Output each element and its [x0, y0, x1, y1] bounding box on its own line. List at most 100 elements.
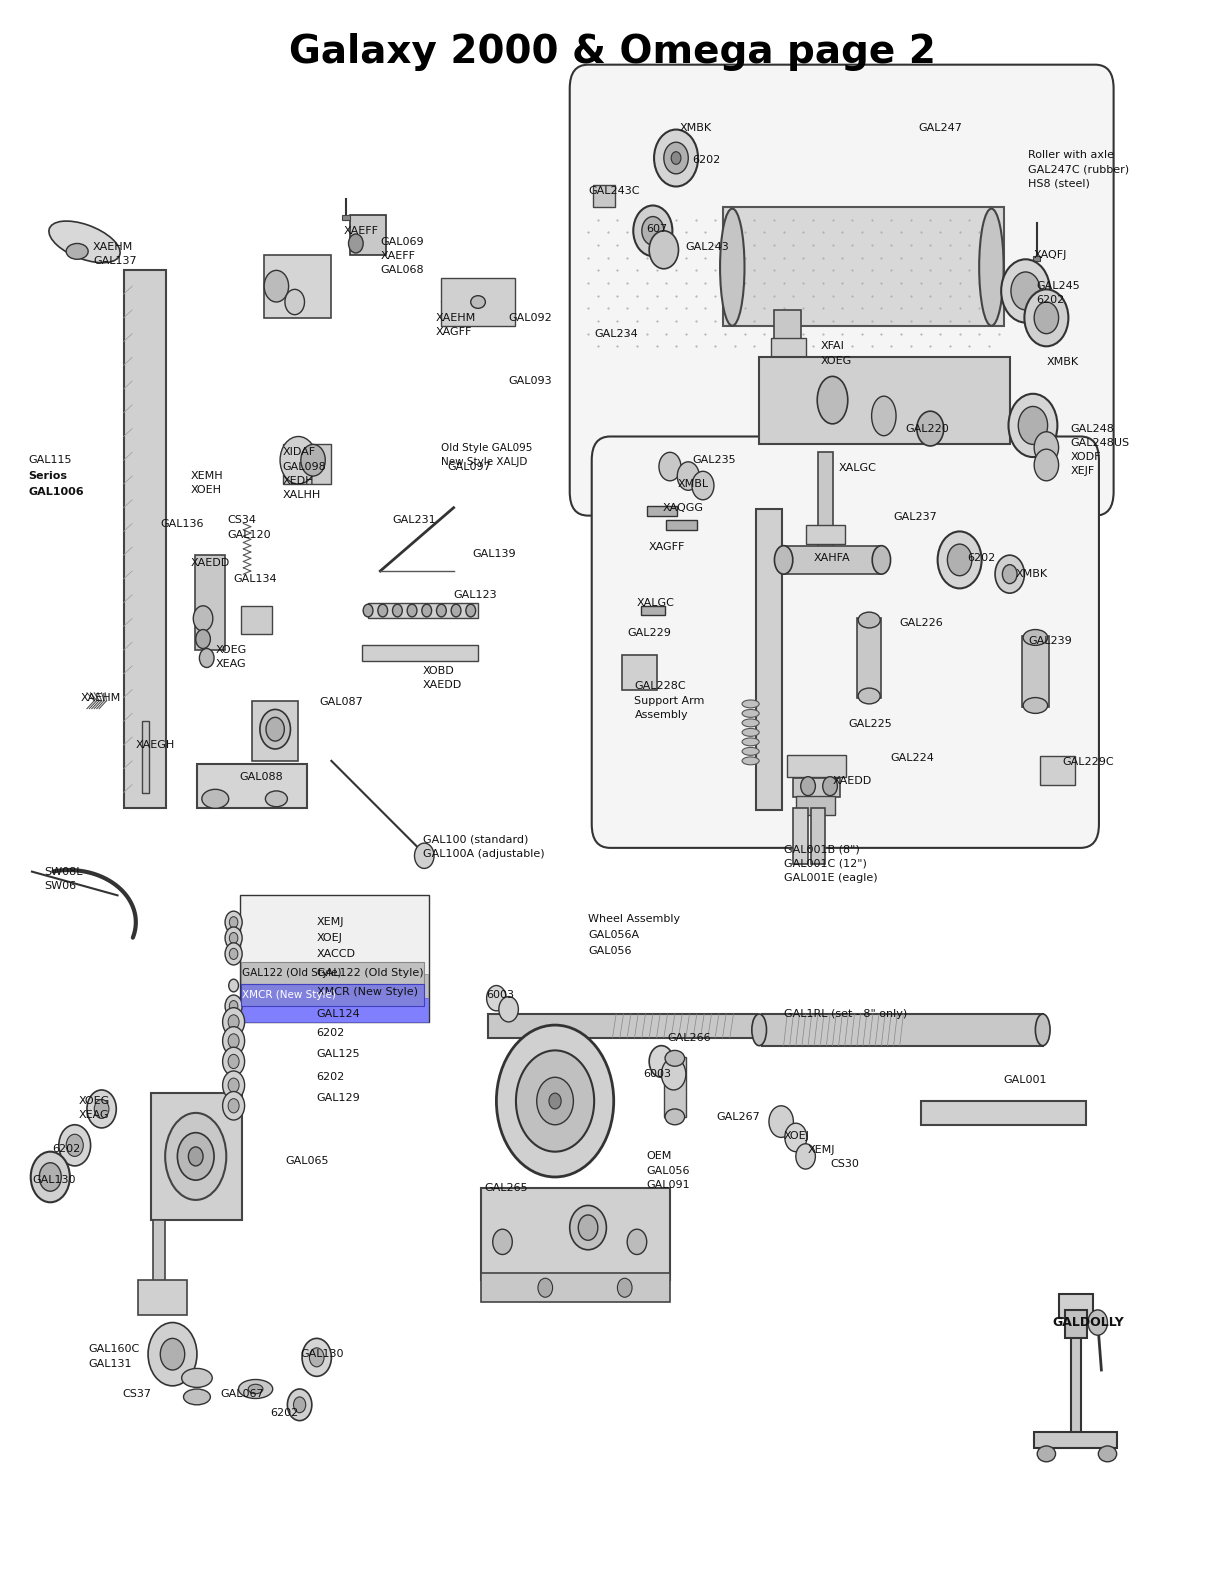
Text: XFAI: XFAI [821, 341, 844, 352]
Text: GAL243C: GAL243C [588, 187, 639, 197]
Circle shape [310, 1347, 325, 1366]
Circle shape [649, 231, 679, 269]
Text: XEJF: XEJF [1071, 466, 1095, 477]
Circle shape [223, 1092, 245, 1121]
Text: GAL001E (eagle): GAL001E (eagle) [784, 873, 877, 883]
Ellipse shape [181, 1368, 212, 1387]
Text: SW08L: SW08L [44, 867, 82, 877]
Text: XEMH: XEMH [191, 471, 223, 482]
Text: XAEFF: XAEFF [343, 225, 379, 236]
Bar [811, 808, 826, 864]
Ellipse shape [872, 545, 891, 574]
Ellipse shape [578, 1216, 598, 1241]
Circle shape [228, 1033, 239, 1048]
Circle shape [288, 1388, 312, 1420]
Bar [241, 605, 272, 634]
Circle shape [200, 648, 214, 667]
Circle shape [228, 1098, 239, 1113]
Ellipse shape [742, 701, 760, 708]
Ellipse shape [266, 718, 284, 742]
Ellipse shape [184, 1388, 211, 1404]
Circle shape [229, 932, 238, 943]
Text: GAL237: GAL237 [893, 512, 937, 521]
Bar [772, 339, 806, 366]
Bar [796, 796, 835, 815]
Circle shape [223, 1027, 245, 1056]
Bar [488, 1014, 757, 1038]
Circle shape [654, 130, 698, 187]
Text: GAL247: GAL247 [918, 124, 962, 133]
Circle shape [1034, 449, 1058, 480]
Bar [252, 701, 299, 761]
Circle shape [1088, 1309, 1107, 1335]
Ellipse shape [665, 1110, 685, 1125]
Text: XEAG: XEAG [78, 1110, 109, 1121]
Bar [858, 618, 882, 697]
Text: XAHFA: XAHFA [815, 553, 851, 563]
Text: GAL234: GAL234 [594, 328, 638, 339]
Text: XAQGG: XAQGG [663, 502, 703, 512]
Circle shape [671, 152, 681, 165]
Text: GAL134: GAL134 [234, 574, 277, 583]
Bar [343, 216, 349, 220]
Text: GAL001B (8"): GAL001B (8") [784, 845, 860, 854]
Ellipse shape [189, 1148, 203, 1167]
Circle shape [229, 948, 238, 959]
Text: GAL100 (standard): GAL100 (standard) [423, 835, 528, 845]
Circle shape [39, 1163, 61, 1192]
Ellipse shape [742, 748, 760, 756]
Text: XOEG: XOEG [78, 1097, 110, 1106]
Ellipse shape [1035, 1014, 1050, 1046]
Text: GAL100A (adjustable): GAL100A (adjustable) [423, 850, 545, 859]
Circle shape [617, 1278, 632, 1297]
Text: XMBL: XMBL [677, 479, 708, 488]
Text: XAEDD: XAEDD [833, 777, 872, 786]
Text: GAL224: GAL224 [889, 753, 933, 762]
Circle shape [229, 980, 239, 992]
Bar [794, 808, 809, 864]
Ellipse shape [817, 376, 848, 423]
Bar [1058, 1293, 1093, 1317]
Ellipse shape [49, 220, 120, 263]
Text: Roller with axle: Roller with axle [1028, 151, 1114, 160]
Text: OEM: OEM [647, 1151, 673, 1162]
Bar [480, 1273, 670, 1301]
Text: XOEJ: XOEJ [317, 934, 343, 943]
Circle shape [785, 1124, 807, 1152]
FancyBboxPatch shape [570, 65, 1114, 515]
Circle shape [66, 1135, 83, 1157]
Text: XOEG: XOEG [216, 645, 246, 655]
Text: GAL088: GAL088 [240, 772, 283, 781]
Circle shape [1001, 260, 1050, 323]
Text: 6003: 6003 [643, 1070, 671, 1079]
Circle shape [87, 1090, 116, 1129]
Bar [195, 555, 225, 650]
Bar [666, 520, 697, 529]
Text: HS8 (steel): HS8 (steel) [1028, 179, 1090, 189]
Bar [818, 452, 833, 555]
Bar [241, 975, 428, 999]
Ellipse shape [774, 545, 793, 574]
Ellipse shape [872, 396, 895, 436]
Text: XALGC: XALGC [839, 463, 876, 474]
Ellipse shape [916, 411, 943, 445]
Ellipse shape [470, 296, 485, 309]
Bar [723, 208, 1003, 327]
Circle shape [801, 777, 816, 796]
Circle shape [486, 986, 506, 1011]
Text: 607: 607 [647, 223, 668, 235]
Text: XAEGH: XAEGH [136, 740, 175, 750]
Text: GAL228C: GAL228C [635, 682, 686, 691]
Circle shape [769, 1106, 794, 1138]
Text: GAL137: GAL137 [93, 255, 137, 266]
Text: XAEDD: XAEDD [191, 558, 230, 567]
Text: XEDH: XEDH [283, 476, 314, 485]
Text: GALDOLLY: GALDOLLY [1052, 1316, 1125, 1330]
Text: GAL129: GAL129 [317, 1094, 360, 1103]
Text: GAL239: GAL239 [1028, 636, 1072, 645]
Text: XAEHM: XAEHM [93, 241, 134, 252]
Bar [1034, 1431, 1117, 1447]
Ellipse shape [742, 739, 760, 747]
Text: XOEH: XOEH [191, 485, 222, 495]
Circle shape [796, 1144, 816, 1170]
